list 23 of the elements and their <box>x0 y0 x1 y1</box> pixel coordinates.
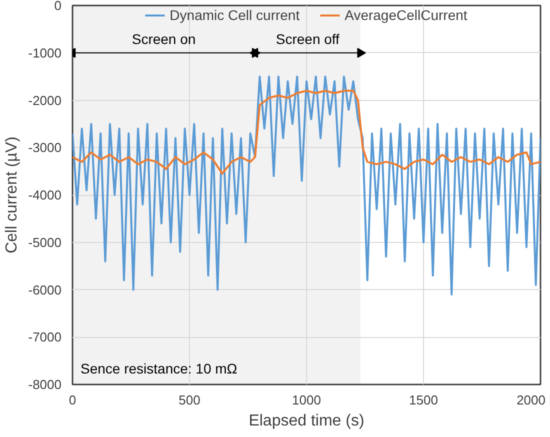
x-tick-label: 1500 <box>409 392 438 408</box>
x-tick-label: 0 <box>68 392 76 408</box>
legend-label: AverageCellCurrent <box>344 7 468 23</box>
x-tick-label: 2000 <box>516 392 546 408</box>
line-series <box>72 90 540 175</box>
annotation: Sence resistance: 10 mΩ <box>80 360 238 376</box>
y-tick-label: -3000 <box>28 140 62 156</box>
line-series <box>72 76 540 296</box>
legend-label: Dynamic Cell current <box>170 7 300 23</box>
band-label: Screen off <box>276 30 340 47</box>
x-axis-title: Elapsed time (s) <box>248 412 364 430</box>
y-tick-label: -1000 <box>28 45 62 60</box>
y-tick-label: -6000 <box>28 282 62 298</box>
x-tick-label: 500 <box>178 392 200 408</box>
x-tick-label: 1000 <box>292 392 321 408</box>
y-axis-title: Cell current (µV) <box>3 136 20 254</box>
y-tick-label: -2000 <box>28 92 62 108</box>
y-tick-label: -8000 <box>28 377 62 392</box>
y-tick-label: -5000 <box>28 234 62 250</box>
y-tick-label: -4000 <box>28 188 62 202</box>
band-label: Screen on <box>132 30 196 47</box>
y-tick-label: -7000 <box>28 330 62 345</box>
y-tick-label: 0 <box>54 0 62 13</box>
